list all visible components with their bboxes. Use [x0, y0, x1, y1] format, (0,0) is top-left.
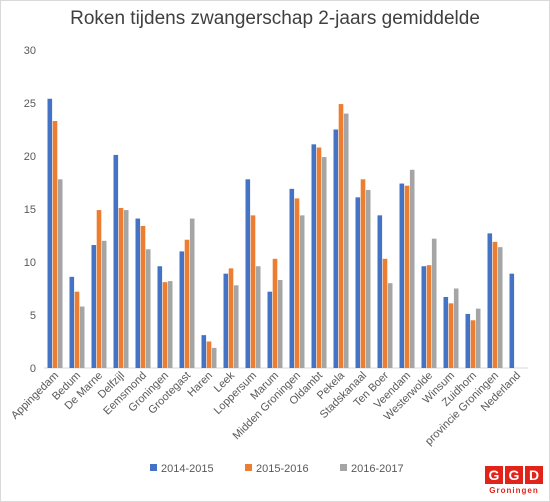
bar — [91, 245, 97, 368]
bar — [233, 285, 239, 368]
ggd-groningen-logo: G G D Groningen — [483, 466, 545, 496]
bar — [255, 266, 261, 368]
bar — [421, 266, 427, 368]
category-label: Haren — [185, 370, 215, 400]
bar — [399, 183, 405, 368]
bar — [96, 210, 102, 368]
y-tick-label: 15 — [24, 204, 36, 216]
bar — [79, 306, 85, 368]
bar — [316, 147, 322, 368]
bar — [184, 239, 190, 368]
bar — [69, 276, 75, 368]
bar — [487, 233, 493, 368]
legend-item: 2016-2017 — [340, 463, 404, 475]
bar — [52, 121, 58, 369]
bar — [277, 280, 283, 368]
bar — [360, 179, 366, 368]
legend: 2014-2015 2015-2016 2016-2017 — [0, 463, 550, 479]
y-tick-label: 5 — [30, 310, 36, 322]
bar — [179, 251, 185, 368]
bar — [135, 218, 141, 368]
bar — [250, 215, 256, 368]
bar — [299, 215, 305, 368]
bar — [57, 179, 63, 368]
bar — [272, 258, 278, 368]
bar — [206, 341, 212, 368]
y-tick-label: 0 — [30, 363, 36, 375]
logo-letter-2: G — [505, 466, 523, 484]
bar — [47, 98, 53, 368]
bar — [311, 144, 317, 368]
bar — [465, 313, 471, 368]
bar — [74, 291, 80, 368]
legend-item: 2015-2016 — [245, 463, 309, 475]
bar — [289, 188, 295, 368]
bar — [475, 308, 481, 368]
bar — [101, 240, 107, 368]
bar — [118, 207, 124, 368]
legend-item: 2014-2015 — [150, 463, 214, 475]
bar — [245, 179, 251, 368]
bar — [448, 303, 454, 368]
y-tick-label: 20 — [24, 151, 36, 163]
bar — [145, 249, 151, 368]
y-tick-label: 10 — [24, 257, 36, 269]
bar — [509, 273, 515, 368]
legend-swatch — [150, 464, 157, 471]
bar — [189, 218, 195, 368]
bar — [294, 198, 300, 368]
bar — [387, 283, 393, 368]
bar — [343, 113, 349, 368]
bar — [157, 266, 163, 368]
legend-swatch — [340, 464, 347, 471]
bar — [497, 247, 503, 368]
bars — [47, 98, 515, 369]
y-axis-ticks: 0 5 10 15 20 25 30 — [24, 45, 36, 375]
bar — [338, 104, 344, 368]
bar — [453, 288, 459, 368]
legend-label: 2014-2015 — [161, 463, 214, 475]
bar — [492, 241, 498, 368]
bar — [167, 281, 173, 368]
y-tick-label: 30 — [24, 45, 36, 57]
bar — [426, 265, 432, 368]
bar — [228, 268, 234, 368]
bar — [223, 273, 229, 368]
bar — [355, 197, 361, 368]
bar — [377, 215, 383, 368]
bar — [201, 335, 207, 368]
bar — [211, 347, 217, 368]
bar — [443, 296, 449, 368]
bar — [382, 258, 388, 368]
bar — [431, 238, 437, 368]
bar — [162, 282, 168, 368]
bar — [267, 291, 273, 368]
chart-title: Roken tijdens zwangerschap 2-jaars gemid… — [70, 8, 480, 29]
bar — [365, 189, 371, 368]
bar — [140, 225, 146, 368]
logo-subtitle: Groningen — [489, 486, 539, 495]
y-tick-label: 25 — [24, 98, 36, 110]
bar — [321, 157, 327, 368]
legend-label: 2015-2016 — [256, 463, 309, 475]
bar — [113, 154, 119, 368]
bar — [470, 320, 476, 368]
legend-label: 2016-2017 — [351, 463, 404, 475]
logo-letter-3: D — [525, 466, 543, 484]
bar — [123, 210, 129, 368]
logo-letter-1: G — [485, 466, 503, 484]
legend-swatch — [245, 464, 252, 471]
bar — [333, 129, 339, 368]
bar — [409, 169, 415, 368]
bar — [404, 185, 410, 368]
